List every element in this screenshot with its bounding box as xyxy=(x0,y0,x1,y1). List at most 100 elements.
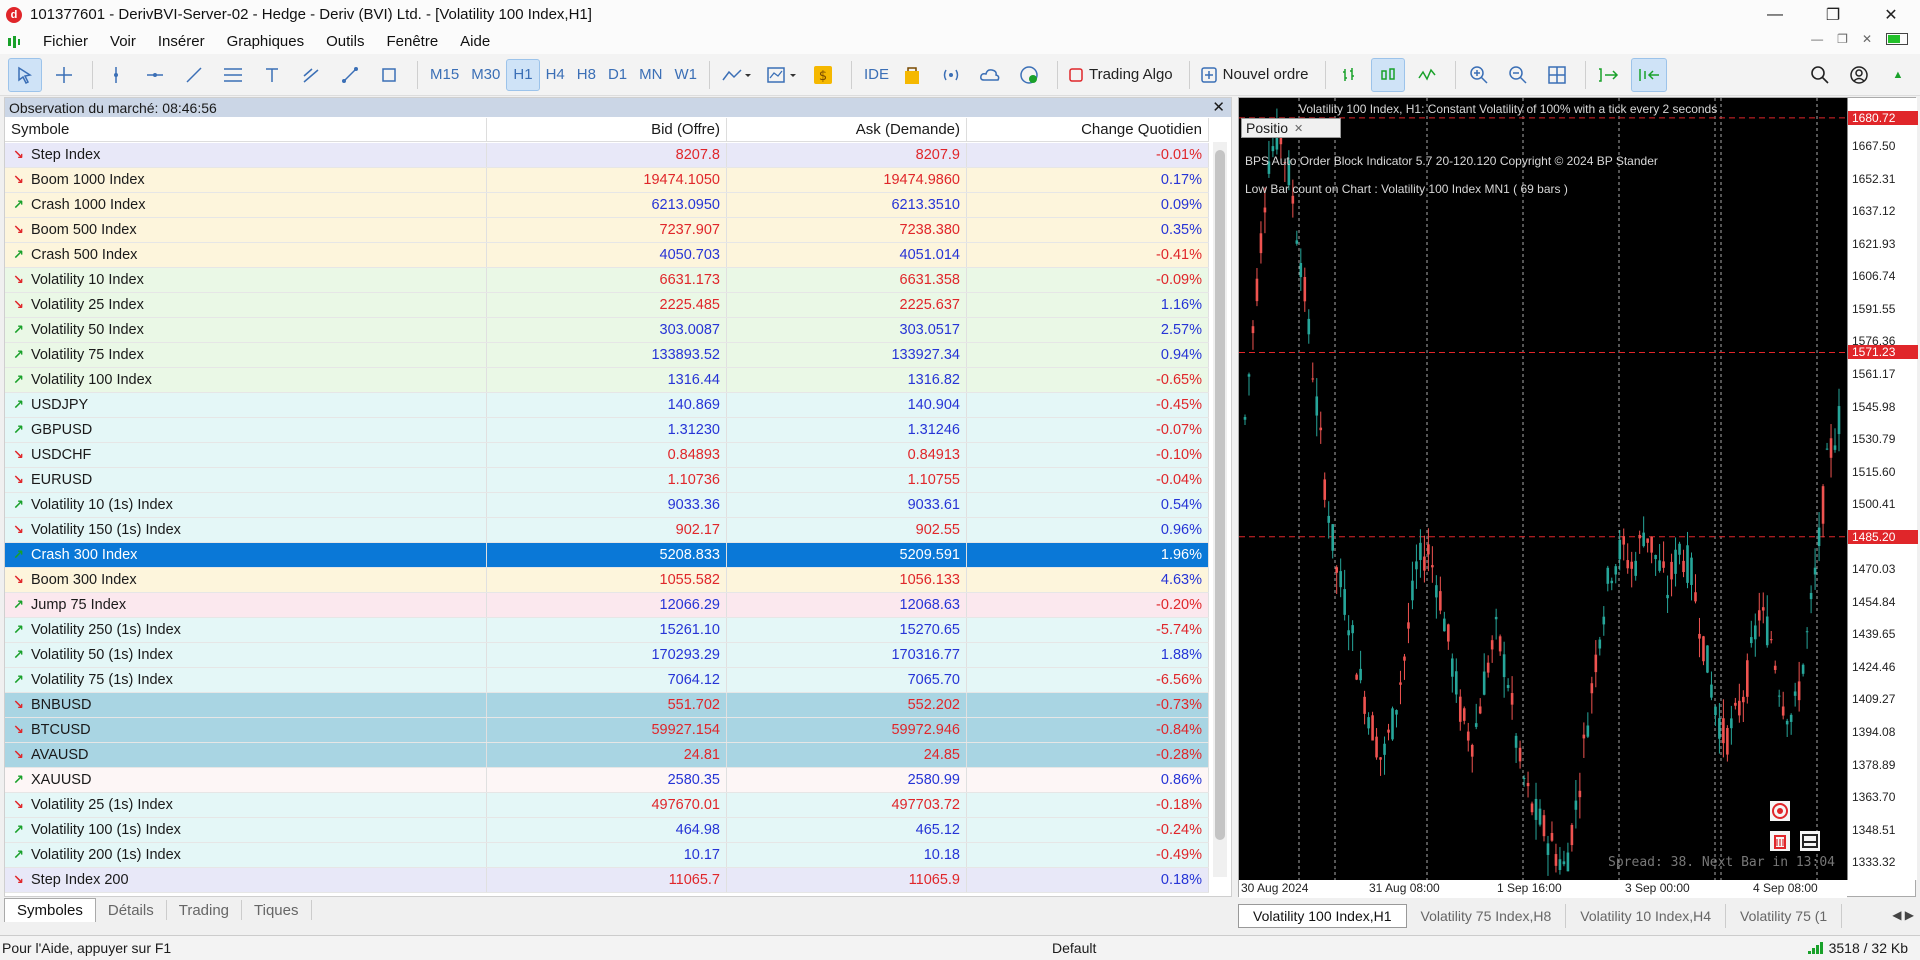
widget-close-icon[interactable]: ✕ xyxy=(1294,122,1304,135)
chart-shift-icon[interactable] xyxy=(1630,57,1667,92)
signals-icon[interactable] xyxy=(934,58,968,92)
vertical-scrollbar[interactable] xyxy=(1213,142,1227,877)
target-icon[interactable] xyxy=(1769,800,1791,822)
chart-tab-v10-h4[interactable]: Volatility 10 Index,H4 xyxy=(1566,904,1727,928)
column-header-ask[interactable]: Ask (Demande) xyxy=(727,118,967,141)
trading-algo-button[interactable]: Trading Algo xyxy=(1064,58,1178,92)
candlestick-plot[interactable] xyxy=(1239,98,1847,880)
mdi-close-button[interactable]: ✕ xyxy=(1861,32,1872,46)
tab-tiques[interactable]: Tiques xyxy=(242,900,312,920)
table-row[interactable]: ↘ AVAUSD 24.81 24.85 -0.28% xyxy=(5,743,1209,768)
restore-button[interactable]: ❐ xyxy=(1825,6,1841,24)
timeframe-w1[interactable]: W1 xyxy=(674,66,697,83)
account-icon[interactable] xyxy=(1842,58,1876,92)
status-profile[interactable]: Default xyxy=(1052,940,1097,956)
vertical-line-tool-icon[interactable] xyxy=(99,58,133,92)
tile-windows-icon[interactable] xyxy=(1540,58,1574,92)
table-row[interactable]: ↘ BNBUSD 551.702 552.202 -0.73% xyxy=(5,693,1209,718)
column-header-symbol[interactable]: Symbole xyxy=(5,118,487,141)
text-tool-icon[interactable] xyxy=(255,58,289,92)
timeframe-m15[interactable]: M15 xyxy=(430,66,460,83)
close-panel-icon[interactable]: ✕ xyxy=(1212,99,1225,116)
menu-inserer[interactable]: Insérer xyxy=(157,33,205,50)
horizontal-line-tool-icon[interactable] xyxy=(138,58,172,92)
trend-line-tool-icon[interactable] xyxy=(177,58,211,92)
table-row[interactable]: ↗ Volatility 75 (1s) Index 7064.12 7065.70 -… xyxy=(5,668,1209,693)
table-row[interactable]: ↗ Volatility 50 (1s) Index 170293.29 170316… xyxy=(5,643,1209,668)
mdi-restore-button[interactable]: ❐ xyxy=(1837,32,1848,46)
chart-tab-v75-h8[interactable]: Volatility 75 Index,H8 xyxy=(1407,904,1567,928)
zoom-out-icon[interactable] xyxy=(1501,58,1535,92)
lvl-indicator-icon[interactable]: ▲ xyxy=(1892,68,1904,81)
menu-fenetre[interactable]: Fenêtre xyxy=(386,33,439,50)
fibo-tool-icon[interactable] xyxy=(333,58,367,92)
table-row[interactable]: ↘ Volatility 10 Index 6631.173 6631.358 -0.0… xyxy=(5,268,1209,293)
candlestick-chart-icon[interactable] xyxy=(1370,57,1405,92)
web-terminal-icon[interactable] xyxy=(1012,58,1046,92)
table-row[interactable]: ↗ Crash 1000 Index 6213.0950 6213.3510 0.09% xyxy=(5,193,1209,218)
tab-scroll-arrows-icon[interactable]: ◀ ▶ xyxy=(1892,908,1914,922)
crosshair-tool-icon[interactable] xyxy=(47,58,81,92)
app-menu-icon[interactable] xyxy=(6,34,22,50)
trash-icon[interactable] xyxy=(1769,830,1791,852)
menu-fichier[interactable]: Fichier xyxy=(43,33,89,50)
table-row[interactable]: ↗ USDJPY 140.869 140.904 -0.45% xyxy=(5,393,1209,418)
new-order-button[interactable]: Nouvel ordre xyxy=(1196,58,1314,92)
timeframe-h4[interactable]: H4 xyxy=(545,66,565,83)
table-row[interactable]: ↘ Volatility 25 Index 2225.485 2225.637 1.16… xyxy=(5,293,1209,318)
minimize-button[interactable]: — xyxy=(1767,5,1783,23)
line-chart-icon[interactable] xyxy=(1410,58,1444,92)
scrollbar-thumb[interactable] xyxy=(1215,150,1225,840)
table-row[interactable]: ↗ Volatility 75 Index 133893.52 133927.34 0.… xyxy=(5,343,1209,368)
close-window-button[interactable]: ✕ xyxy=(1884,6,1898,24)
timeframe-h1[interactable]: H1 xyxy=(506,58,540,91)
bar-chart-icon[interactable] xyxy=(1332,58,1366,92)
table-row[interactable]: ↘ Step Index 200 11065.7 11065.9 0.18% xyxy=(5,868,1209,893)
price-chart[interactable]: Volatility 100 Index, H1: Constant Volat… xyxy=(1239,98,1847,880)
market-bag-icon[interactable] xyxy=(895,58,929,92)
panel-toggle-icon[interactable] xyxy=(1799,830,1821,852)
table-row[interactable]: ↘ Volatility 150 (1s) Index 902.17 902.55 0.… xyxy=(5,518,1209,543)
channel-tool-icon[interactable] xyxy=(216,58,250,92)
table-row[interactable]: ↗ Volatility 10 (1s) Index 9033.36 9033.61 0… xyxy=(5,493,1209,518)
table-row[interactable]: ↘ Boom 500 Index 7237.907 7238.380 0.35% xyxy=(5,218,1209,243)
search-icon[interactable] xyxy=(1803,58,1837,92)
pitchfork-tool-icon[interactable] xyxy=(294,58,328,92)
column-header-bid[interactable]: Bid (Offre) xyxy=(487,118,727,141)
menu-outils[interactable]: Outils xyxy=(326,33,365,50)
menu-voir[interactable]: Voir xyxy=(110,33,136,50)
shapes-tool-icon[interactable] xyxy=(372,58,406,92)
table-row[interactable]: ↗ XAUUSD 2580.35 2580.99 0.86% xyxy=(5,768,1209,793)
menu-graphiques[interactable]: Graphiques xyxy=(226,33,305,50)
table-row[interactable]: ↘ Step Index 8207.8 8207.9 -0.01% xyxy=(5,143,1209,168)
table-row[interactable]: ↗ Crash 500 Index 4050.703 4051.014 -0.41% xyxy=(5,243,1209,268)
column-header-change[interactable]: Change Quotidien xyxy=(967,118,1209,141)
tab-trading[interactable]: Trading xyxy=(167,900,243,920)
table-row[interactable]: ↗ Volatility 50 Index 303.0087 303.0517 2.57… xyxy=(5,318,1209,343)
status-network[interactable]: 3518 / 32 Kb xyxy=(1807,940,1908,956)
chart-tab-v75-1s[interactable]: Volatility 75 (1 xyxy=(1726,904,1843,928)
table-row[interactable]: ↗ Volatility 250 (1s) Index 15261.10 15270.… xyxy=(5,618,1209,643)
table-row[interactable]: ↗ Jump 75 Index 12066.29 12068.63 -0.20% xyxy=(5,593,1209,618)
timeframe-m30[interactable]: M30 xyxy=(471,66,501,83)
table-row[interactable]: ↘ BTCUSD 59927.154 59972.946 -0.84% xyxy=(5,718,1209,743)
table-row[interactable]: ↗ Volatility 100 Index 1316.44 1316.82 -0.65… xyxy=(5,368,1209,393)
table-row[interactable]: ↘ USDCHF 0.84893 0.84913 -0.10% xyxy=(5,443,1209,468)
cursor-tool-icon[interactable] xyxy=(8,57,42,92)
table-row[interactable]: ↘ EURUSD 1.10736 1.10755 -0.04% xyxy=(5,468,1209,493)
table-row[interactable]: ↗ GBPUSD 1.31230 1.31246 -0.07% xyxy=(5,418,1209,443)
zoom-in-icon[interactable] xyxy=(1462,58,1496,92)
tab-details[interactable]: Détails xyxy=(96,900,167,920)
table-row[interactable]: ↗ Crash 300 Index 5208.833 5209.591 1.96% xyxy=(5,543,1209,568)
chart-tab-v100-h1[interactable]: Volatility 100 Index,H1 xyxy=(1238,904,1407,928)
table-row[interactable]: ↘ Boom 1000 Index 19474.1050 19474.9860 0.17… xyxy=(5,168,1209,193)
dollar-icon[interactable]: $ xyxy=(806,58,840,92)
table-row[interactable]: ↘ Volatility 25 (1s) Index 497670.01 497703… xyxy=(5,793,1209,818)
ide-button[interactable]: IDE xyxy=(863,66,889,83)
timeframe-d1[interactable]: D1 xyxy=(607,66,628,83)
table-row[interactable]: ↗ Volatility 100 (1s) Index 464.98 465.12 -0… xyxy=(5,818,1209,843)
table-row[interactable]: ↘ Boom 300 Index 1055.582 1056.133 4.63% xyxy=(5,568,1209,593)
menu-aide[interactable]: Aide xyxy=(460,33,491,50)
tab-symboles[interactable]: Symboles xyxy=(4,898,96,922)
timeframe-h8[interactable]: H8 xyxy=(576,66,596,83)
